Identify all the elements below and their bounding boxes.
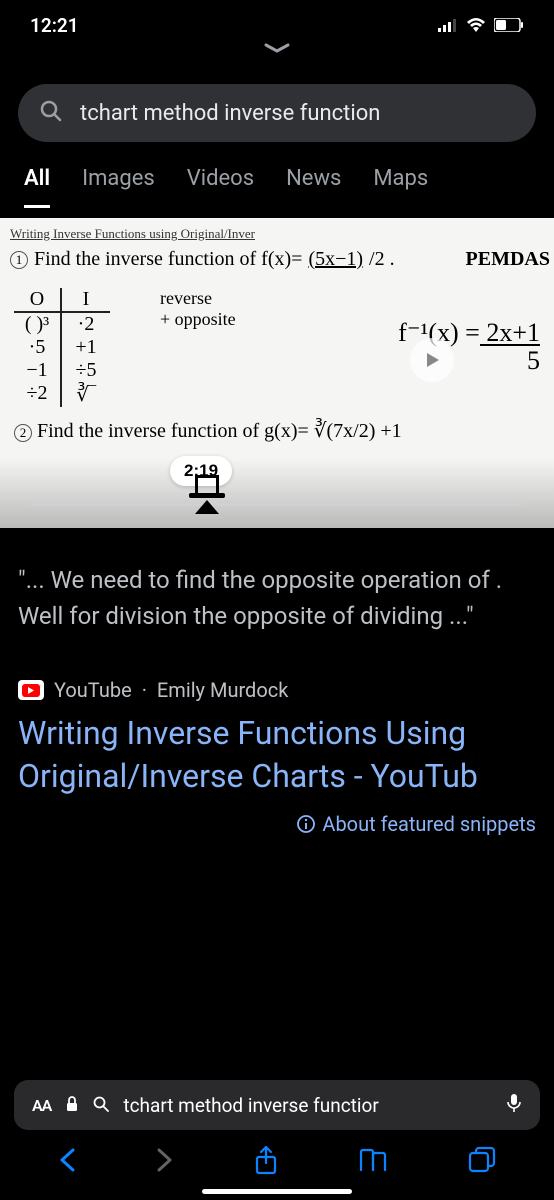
share-button[interactable] bbox=[254, 1145, 278, 1179]
status-right bbox=[438, 14, 524, 37]
play-icon[interactable] bbox=[410, 338, 454, 382]
video-caption: "... We need to find the opposite operat… bbox=[0, 528, 554, 658]
tab-maps[interactable]: Maps bbox=[373, 166, 428, 208]
source-site: YouTube bbox=[54, 678, 132, 702]
search-query: tchart method inverse function bbox=[80, 101, 514, 126]
chevron-handle-icon[interactable] bbox=[0, 42, 554, 54]
result-title[interactable]: Writing Inverse Functions Using Original… bbox=[0, 706, 554, 802]
url-text: tchart method inverse functior bbox=[123, 1094, 492, 1117]
tabs-button[interactable] bbox=[468, 1146, 496, 1178]
url-search-icon bbox=[93, 1094, 109, 1117]
source-author: Emily Murdock bbox=[157, 678, 288, 702]
featured-snippet-link[interactable]: About featured snippets bbox=[0, 802, 554, 846]
signal-icon bbox=[438, 14, 458, 37]
wifi-icon bbox=[466, 14, 486, 37]
forward-button bbox=[156, 1146, 174, 1178]
tab-videos[interactable]: Videos bbox=[187, 166, 254, 208]
youtube-icon bbox=[18, 680, 44, 700]
back-button[interactable] bbox=[58, 1146, 76, 1178]
pemdas-label: PEMDAS bbox=[466, 248, 550, 271]
browser-url-bar[interactable]: AA tchart method inverse functior bbox=[14, 1080, 540, 1130]
video-banner: Writing Inverse Functions using Original… bbox=[10, 226, 544, 242]
battery-icon bbox=[494, 14, 524, 37]
video-thumbnail[interactable]: Writing Inverse Functions using Original… bbox=[0, 218, 554, 528]
home-indicator[interactable] bbox=[202, 1189, 352, 1194]
status-time: 12:21 bbox=[30, 14, 79, 37]
t-chart: O I ( )³·2 ·5+1 −1÷5 ÷2∛‾ bbox=[14, 288, 110, 407]
progress-track[interactable] bbox=[30, 501, 524, 506]
text-size-button[interactable]: AA bbox=[32, 1096, 51, 1115]
problem-2: 2 Find the inverse function of g(x)= ∛(7… bbox=[14, 418, 402, 443]
circled-1: 1 bbox=[10, 251, 28, 269]
tab-all[interactable]: All bbox=[24, 166, 50, 208]
info-icon bbox=[296, 814, 316, 834]
progress-marker[interactable] bbox=[195, 475, 219, 514]
tab-news[interactable]: News bbox=[286, 166, 341, 208]
bookmarks-button[interactable] bbox=[358, 1147, 388, 1177]
lock-icon bbox=[65, 1094, 79, 1117]
video-source: YouTube · Emily Murdock bbox=[0, 658, 554, 706]
search-tabs: All Images Videos News Maps bbox=[0, 142, 554, 208]
fade-overlay bbox=[0, 458, 554, 528]
search-bar[interactable]: tchart method inverse function bbox=[18, 84, 536, 142]
reverse-label: reverse + opposite bbox=[160, 288, 236, 330]
problem-1: 1 Find the inverse function of f(x)= (5x… bbox=[10, 248, 544, 271]
microphone-icon[interactable] bbox=[506, 1093, 522, 1118]
tab-images[interactable]: Images bbox=[82, 166, 155, 208]
search-icon bbox=[40, 100, 62, 126]
